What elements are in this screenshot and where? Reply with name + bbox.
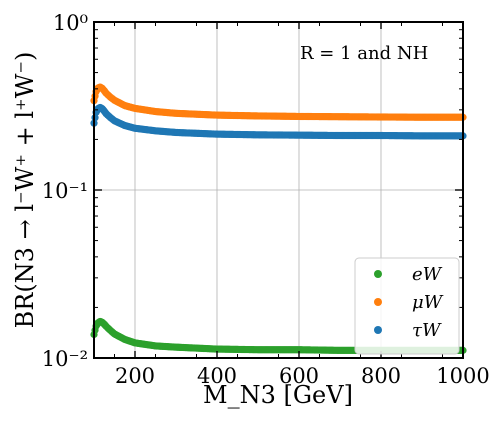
y-axis-title: BR(N3 → l⁻W⁺ + l⁺W⁻) (11, 52, 39, 329)
data-point (91, 92, 99, 100)
legend-marker-tauw (374, 326, 382, 334)
x-tick-label: 400 (197, 364, 237, 388)
axis-ticks (94, 21, 464, 359)
x-tick-label: 1000 (436, 364, 489, 388)
y-tick-label: 10⁻² (42, 347, 88, 371)
legend: eW μW τW (354, 257, 460, 355)
legend-marker-ew (374, 270, 382, 278)
series-tauw (90, 103, 467, 140)
legend-box (354, 257, 460, 355)
data-point (91, 114, 99, 122)
data-point (458, 132, 466, 140)
x-axis-title: M_N3 [GeV] (203, 381, 353, 409)
x-tick-label: 600 (279, 364, 319, 388)
legend-label-tauw: τW (412, 320, 442, 341)
annotation-text: R = 1 and NH (300, 43, 428, 64)
legend-marker-muw (374, 298, 382, 306)
y-tick-label: 10⁰ (53, 11, 88, 35)
x-tick-label: 200 (115, 364, 155, 388)
legend-label-muw: μW (412, 292, 444, 313)
data-point (458, 113, 466, 121)
y-tick-label: 10⁻¹ (42, 179, 88, 203)
legend-label-ew: eW (412, 264, 443, 285)
x-tick-label: 800 (361, 364, 401, 388)
tick-labels: 200 400 600 800 1000 10⁻² 10⁻¹ 10⁰ (42, 11, 490, 388)
series-muw (90, 83, 467, 121)
